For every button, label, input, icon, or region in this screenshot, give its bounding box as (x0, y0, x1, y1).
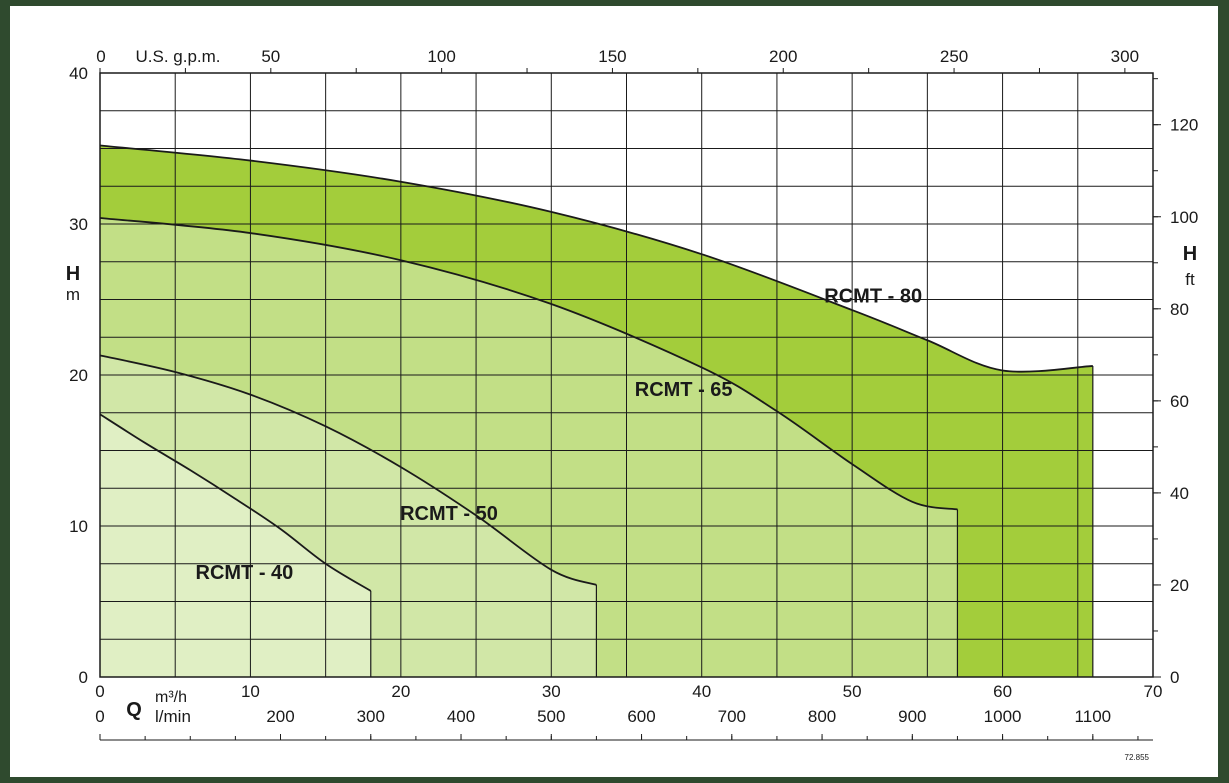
x-axis-label: Q (126, 699, 142, 721)
series-curve-1 (99, 217, 958, 511)
series-label-3: RCMT - 40 (196, 562, 294, 584)
series-curve-0 (99, 144, 1093, 373)
gpm-tick-label: 0 (96, 47, 105, 66)
series-label-1: RCMT - 65 (635, 379, 733, 401)
figure-code: 72.855 (1125, 753, 1150, 762)
ft-tick-label: 60 (1170, 392, 1189, 411)
y-unit-right-label: ft (1185, 270, 1195, 289)
gpm-tick-label: 300 (1111, 47, 1139, 66)
series-label-0: RCMT - 80 (824, 286, 922, 308)
lmin-tick-label: 900 (898, 707, 926, 726)
lmin-tick-label: 800 (808, 707, 836, 726)
series-areas (100, 145, 1093, 678)
x-tick-label: 50 (843, 682, 862, 701)
x-tick-label: 70 (1144, 682, 1163, 701)
y-axis-label-right: H (1183, 243, 1197, 265)
lmin-tick-label: 200 (266, 707, 294, 726)
gpm-tick-label: 150 (598, 47, 626, 66)
lmin-tick-label: 300 (357, 707, 385, 726)
ft-tick-label: 120 (1170, 116, 1198, 135)
x-tick-label: 20 (391, 682, 410, 701)
lmin-tick-label: 500 (537, 707, 565, 726)
gpm-tick-label: 100 (427, 47, 455, 66)
x-unit-lmin-label: l/min (155, 707, 191, 726)
x-tick-label: 30 (542, 682, 561, 701)
ft-tick-label: 40 (1170, 484, 1189, 503)
axis-ticks: 0 10 20 30 40 50 60 700 200 300 400 500 600 700 800 900… (69, 47, 1198, 741)
lmin-tick-label: 700 (718, 707, 746, 726)
y-unit-left-label: m (66, 285, 80, 304)
x-tick-label: 60 (993, 682, 1012, 701)
y-tick-label: 40 (69, 64, 88, 83)
lmin-tick-label: 1000 (984, 707, 1022, 726)
series-area-3 (100, 414, 371, 677)
y-tick-label: 10 (69, 517, 88, 536)
lmin-tick-label: 1100 (1075, 707, 1112, 726)
grid (99, 72, 1154, 678)
x-tick-label: 40 (692, 682, 711, 701)
y-tick-label: 20 (69, 366, 88, 385)
ft-tick-label: 20 (1170, 576, 1189, 595)
gpm-tick-label: 250 (940, 47, 968, 66)
lmin-tick-label: 0 (95, 707, 104, 726)
y-tick-label: 30 (69, 215, 88, 234)
lmin-tick-label: 400 (447, 707, 475, 726)
series-curve-3 (99, 413, 372, 592)
y-tick-label: 0 (79, 668, 88, 687)
ft-tick-label: 100 (1170, 208, 1198, 227)
x-unit-m3h-label: m³/h (155, 689, 187, 706)
series-label-2: RCMT - 50 (400, 503, 498, 525)
lmin-tick-label: 600 (627, 707, 655, 726)
x-tick-label: 0 (95, 682, 104, 701)
y-axis-label-left: H (66, 263, 80, 285)
ft-tick-label: 80 (1170, 300, 1189, 319)
gpm-axis-label: U.S. g.p.m. (135, 47, 220, 66)
series-labels: RCMT - 80 RCMT - 65 RCMT - 50 RCMT - 40 (196, 286, 923, 584)
gpm-tick-label: 200 (769, 47, 797, 66)
series-curves (99, 144, 1094, 677)
plot-border (99, 72, 1154, 678)
ft-tick-label: 0 (1170, 668, 1179, 687)
x-tick-label: 10 (241, 682, 260, 701)
gpm-tick-label: 50 (261, 47, 280, 66)
series-curve-2 (99, 354, 597, 586)
